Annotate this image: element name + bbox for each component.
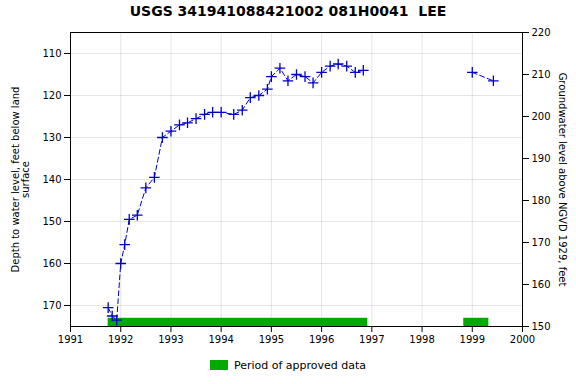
svg-text:200: 200 <box>532 111 551 122</box>
svg-text:1991: 1991 <box>58 334 83 345</box>
svg-text:220: 220 <box>532 27 551 38</box>
svg-text:1993: 1993 <box>158 334 183 345</box>
svg-text:150: 150 <box>532 321 551 332</box>
svg-text:190: 190 <box>532 153 551 164</box>
svg-text:170: 170 <box>532 237 551 248</box>
svg-text:130: 130 <box>42 132 61 143</box>
svg-text:2000: 2000 <box>510 334 535 345</box>
svg-text:120: 120 <box>42 90 61 101</box>
svg-text:110: 110 <box>42 48 61 59</box>
svg-text:1996: 1996 <box>309 334 334 345</box>
svg-text:180: 180 <box>532 195 551 206</box>
svg-text:160: 160 <box>42 258 61 269</box>
svg-text:Depth to water level, feet bel: Depth to water level, feet below landsur… <box>10 87 31 273</box>
svg-text:210: 210 <box>532 69 551 80</box>
html-text:Period of approved data: Period of approved data <box>233 358 367 372</box>
svg-text:160: 160 <box>532 279 551 290</box>
svg-text:1999: 1999 <box>460 334 485 345</box>
svg-text:Groundwater level above NGVD 1: Groundwater level above NGVD 1929, feet <box>557 73 568 287</box>
svg-text:1992: 1992 <box>108 334 133 345</box>
svg-text:150: 150 <box>42 216 61 227</box>
svg-text:1995: 1995 <box>259 334 284 345</box>
svg-text:1994: 1994 <box>208 334 233 345</box>
svg-text:170: 170 <box>42 300 61 311</box>
svg-text:1998: 1998 <box>409 334 434 345</box>
html-text:USGS 341941088421002 081H0041: USGS 341941088421002 081H0041 LEE <box>129 3 447 19</box>
svg-text:140: 140 <box>42 174 61 185</box>
svg-text:1997: 1997 <box>359 334 384 345</box>
